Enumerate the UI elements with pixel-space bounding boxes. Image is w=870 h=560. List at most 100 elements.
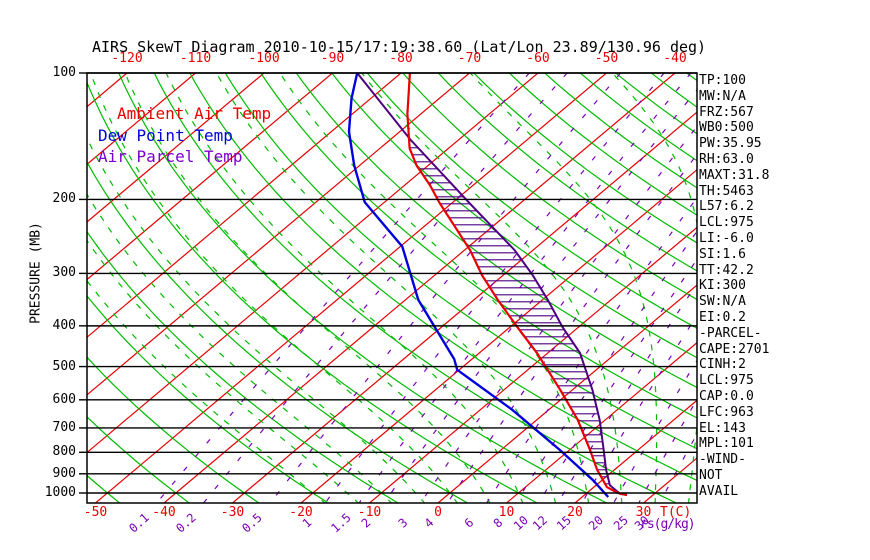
- pressure-tick-label: 900: [52, 465, 76, 481]
- top-temp-tick-label: -40: [663, 51, 687, 66]
- panel-line: L57:6.2: [699, 199, 754, 215]
- top-temp-tick-label: -60: [526, 51, 550, 66]
- top-temp-tick-label: -70: [457, 51, 482, 66]
- panel-line: AVAIL: [699, 483, 739, 499]
- page-title: AIRS SkewT Diagram 2010-10-15/17:19:38.6…: [92, 38, 707, 56]
- sounding-indices-panel: TP:100 MW:N/A FRZ:567 WB0:500 PW:35.95 RH:63.…: [699, 73, 867, 500]
- pressure-tick-label: 300: [52, 265, 76, 281]
- panel-line: CAPE:2701: [699, 341, 770, 357]
- plot-border: [86, 72, 698, 504]
- dry-adiabat-line: [402, 73, 697, 301]
- dry-adiabat-line: [87, 160, 468, 503]
- dry-adiabat-line: [189, 73, 697, 482]
- isotherm-line: [163, 73, 676, 503]
- isotherm-line: [437, 284, 697, 503]
- panel-line: LCL:975: [699, 215, 754, 231]
- dry-adiabat-line: [579, 73, 697, 162]
- panel-line: -PARCEL-: [699, 325, 762, 341]
- bottom-temp-tick-label: 10: [498, 505, 515, 520]
- dry-adiabat-line: [366, 73, 697, 329]
- panel-line: -WIND-: [699, 452, 746, 468]
- dry-adiabat-line: [437, 73, 697, 272]
- bottom-temp-tick-label: -50: [83, 505, 108, 520]
- bottom-temp-tick-label: 30: [635, 505, 652, 520]
- panel-line: RH:63.0: [699, 151, 754, 167]
- isotherm-line: [87, 73, 196, 166]
- moist-adiabat-line: [90, 73, 459, 503]
- bottom-temp-tick-label: -10: [357, 505, 382, 520]
- panel-line: CINH:2: [699, 357, 746, 373]
- top-temp-tick-label: -90: [320, 51, 345, 66]
- dry-adiabat-line: [87, 416, 190, 503]
- isotherm-line: [87, 73, 265, 223]
- dry-adiabat-line: [544, 73, 697, 189]
- isotherm-line: [87, 73, 470, 396]
- dry-adiabat-line: [87, 356, 260, 503]
- isotherm-line: [87, 73, 539, 454]
- bottom-temp-tick-label: 20: [567, 505, 583, 520]
- top-temp-tick-label: -110: [179, 51, 212, 66]
- dry-adiabat-line: [87, 295, 329, 503]
- isotherm-line: [506, 341, 697, 503]
- pressure-tick-label: 1000: [44, 485, 76, 500]
- panel-line: MAXT:31.8: [699, 167, 770, 183]
- panel-line: TT:42.2: [699, 262, 754, 278]
- pressure-tick-label: 800: [52, 444, 76, 460]
- pressure-tick-label: 100: [52, 65, 76, 80]
- panel-line: LI:-6.0: [699, 230, 754, 246]
- panel-line: MW:N/A: [699, 88, 746, 104]
- dry-adiabat-line: [260, 73, 697, 419]
- top-temp-tick-label: -120: [111, 51, 143, 66]
- panel-line: CAP:0.0: [699, 388, 754, 404]
- isotherm-line: [369, 226, 697, 503]
- bottom-temp-tick-label: 0: [434, 505, 442, 520]
- dry-adiabat-line: [224, 73, 697, 450]
- panel-line: FRZ:567: [699, 104, 754, 120]
- panel-line: SW:N/A: [699, 294, 746, 310]
- panel-line: PW:35.95: [699, 136, 762, 152]
- panel-line: TH:5463: [699, 183, 754, 199]
- pressure-tick-label: 200: [52, 191, 76, 207]
- mixing-ratio-line: [269, 73, 622, 503]
- bottom-temp-tick-label: -20: [289, 505, 313, 520]
- panel-line: NOT: [699, 467, 723, 483]
- panel-line: LCL:975: [699, 373, 754, 389]
- dew-point-temp-curve: [347, 73, 610, 498]
- panel-line: KI:300: [699, 278, 746, 294]
- dry-adiabat-line: [331, 73, 697, 359]
- isotherm-line: [95, 73, 607, 503]
- dry-adiabat-line: [508, 73, 697, 216]
- panel-line: SI:1.6: [699, 246, 746, 262]
- moist-adiabat-line: [279, 73, 590, 503]
- mixing-ratio-line: [420, 125, 697, 503]
- mixing-ratio-line: [383, 88, 697, 503]
- ambient-air-temp-curve: [406, 73, 628, 497]
- panel-line: EI:0.2: [699, 309, 746, 325]
- panel-line: WB0:500: [699, 120, 754, 136]
- pressure-tick-label: 700: [52, 419, 76, 435]
- isotherm-line: [87, 73, 333, 281]
- panel-line: TP:100: [699, 73, 746, 88]
- air-parcel-temp-curve: [356, 73, 628, 496]
- mixing-ratio-line: [203, 73, 568, 503]
- isotherm-line: [574, 399, 697, 503]
- top-temp-tick-label: -100: [248, 51, 280, 66]
- isotherm-line: [232, 111, 697, 503]
- moist-adiabat-line: [215, 73, 557, 503]
- bottom-temp-tick-label: -40: [152, 505, 176, 520]
- legend-dew-point-temp: Dew Point Temp: [98, 126, 233, 145]
- panel-line: LFC:963: [699, 404, 754, 420]
- panel-line: EL:143: [699, 420, 746, 436]
- pressure-tick-label: 400: [52, 317, 76, 333]
- isotherm-line: [300, 168, 697, 503]
- dry-adiabat-line: [87, 230, 399, 503]
- dry-adiabat-line: [87, 80, 538, 503]
- dry-adiabat-line: [118, 73, 607, 503]
- mixing-ratio-line: [324, 73, 665, 503]
- legend-ambient-air-temp: Ambient Air Temp: [117, 104, 272, 123]
- moist-adiabat-line: [124, 73, 491, 503]
- temperature-unit-label: T(C): [660, 505, 692, 520]
- top-temp-tick-label: -50: [594, 51, 619, 66]
